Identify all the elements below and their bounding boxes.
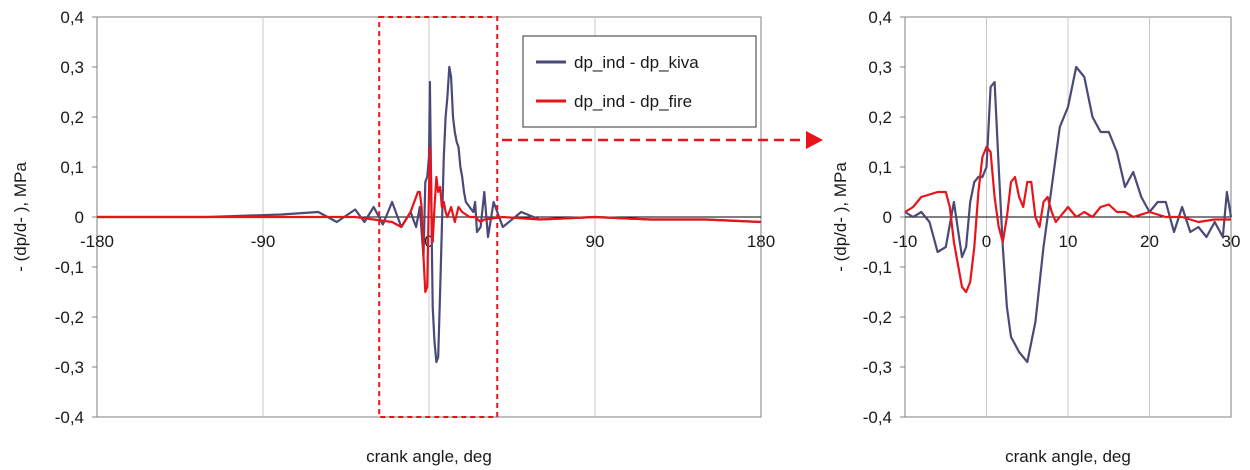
y-tick-label: 0,4 [60,8,84,27]
left-x-tick-labels: -180 -90 0 90 180 [80,232,775,251]
left-y-tick-labels: 0,4 0,3 0,2 0,1 0 -0,1 -0,2 -0,3 -0,4 [55,8,97,427]
y-tick-label: -0,4 [55,408,84,427]
left-chart: 0,4 0,3 0,2 0,1 0 -0,1 -0,2 -0,3 -0,4 -180 -90 0 90… [11,8,775,466]
left-x-axis-label: crank angle, deg [366,447,492,466]
y-tick-label: -0,3 [55,358,84,377]
x-tick-label: -10 [893,232,918,251]
y-tick-label: -0,1 [55,258,84,277]
y-tick-label: -0,2 [55,308,84,327]
legend-label-kiva: dp_ind - dp_kiva [574,53,699,72]
left-y-axis-label: - (dp/d- ), MPa [11,162,30,272]
series-line-kiva [904,65,1233,364]
x-tick-label: -90 [251,232,276,251]
series-line-fire [97,145,762,294]
right-y-tick-labels: 0,4 0,3 0,2 0,1 0 -0,1 -0,2 -0,3 -0,4 [863,8,905,427]
legend-box [522,35,757,128]
left-series-lines [97,65,762,364]
x-tick-label: 180 [747,232,775,251]
zoom-arrow [502,131,823,149]
right-y-axis-label: - (dp/d- ), MPa [831,162,850,272]
y-tick-label: -0,3 [863,358,892,377]
y-tick-label: 0,2 [868,108,892,127]
series-line-fire [904,145,1231,294]
right-x-axis-label: crank angle, deg [1005,447,1131,466]
zoom-box [378,16,499,418]
x-tick-label: 10 [1059,232,1078,251]
x-tick-label: -180 [80,232,114,251]
y-tick-label: 0,3 [868,58,892,77]
x-tick-label: 0 [982,232,991,251]
y-tick-label: 0 [75,208,84,227]
y-tick-label: 0,4 [868,8,892,27]
y-tick-label: 0,2 [60,108,84,127]
y-tick-label: 0,1 [60,158,84,177]
y-tick-label: 0,1 [868,158,892,177]
legend-label-fire: dp_ind - dp_fire [574,92,692,111]
series-line-kiva [97,65,762,364]
y-tick-label: -0,4 [863,408,892,427]
x-tick-label: 20 [1140,232,1159,251]
y-tick-label: 0,3 [60,58,84,77]
legend: dp_ind - dp_kiva dp_ind - dp_fire [522,35,757,128]
right-chart: 0,40,30,20,10-0,1-0,2-0,3-0,4 -10 0 10 20 30… [831,8,1240,466]
y-tick-label: -0,2 [863,308,892,327]
x-tick-label: 30 [1222,232,1241,251]
x-tick-label: 90 [586,232,605,251]
right-series-lines [904,65,1233,364]
right-x-tick-labels: -10 0 10 20 30 [893,232,1241,251]
y-tick-label: -0,1 [863,258,892,277]
y-tick-label: 0 [883,208,892,227]
